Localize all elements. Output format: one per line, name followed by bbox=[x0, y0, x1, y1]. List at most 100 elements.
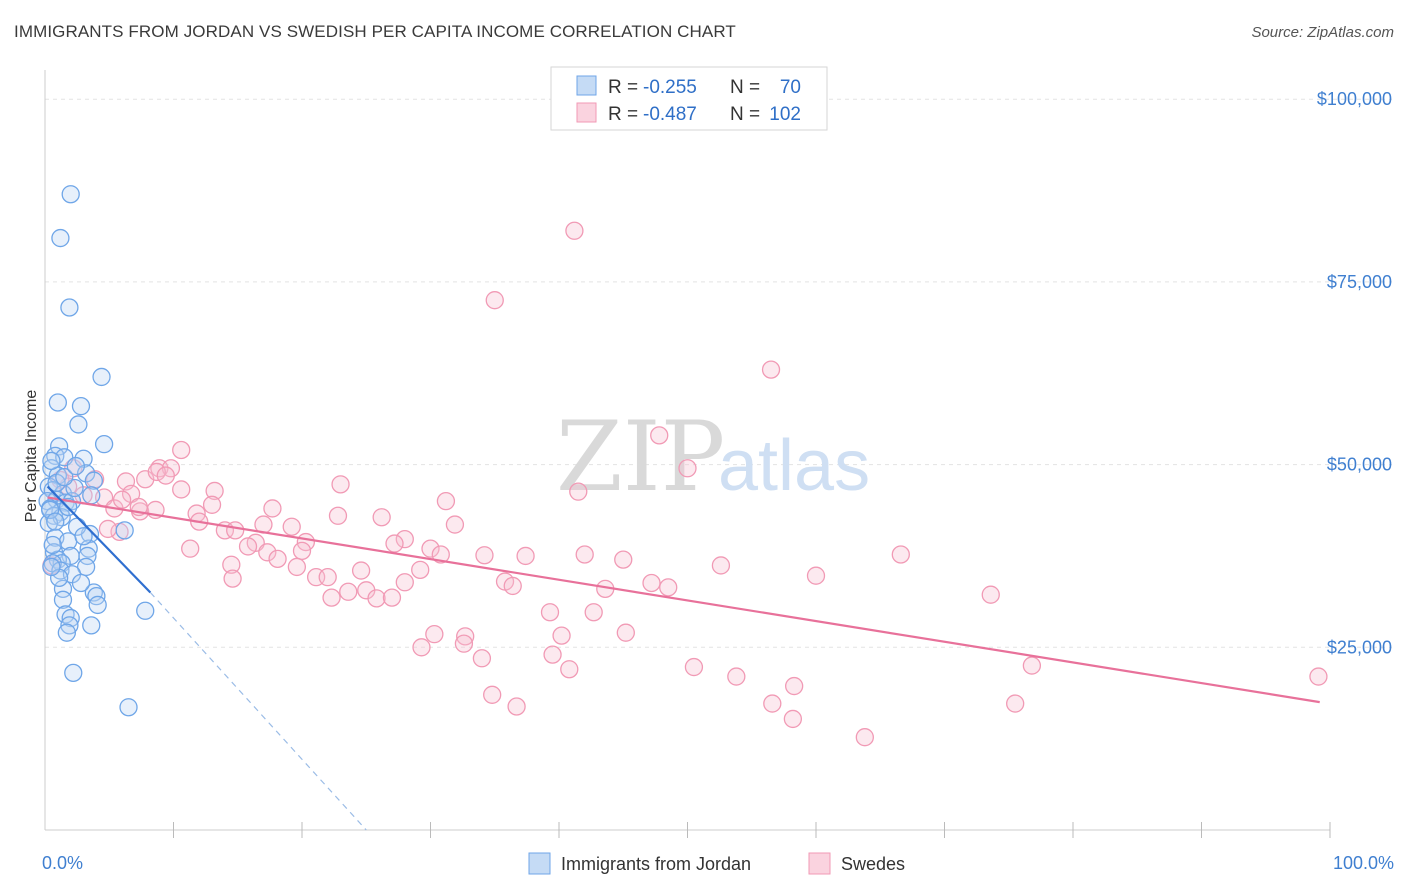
swedes-point bbox=[425, 625, 444, 644]
swedes-point bbox=[292, 541, 312, 560]
swedes-point bbox=[516, 546, 535, 566]
trend-extension-jordan bbox=[149, 592, 367, 831]
swedes-point bbox=[472, 649, 492, 668]
swedes-point bbox=[483, 685, 502, 704]
swedes-point bbox=[575, 545, 594, 564]
watermark-atlas: atlas bbox=[718, 426, 870, 506]
jordan-point bbox=[42, 557, 61, 577]
jordan-point bbox=[51, 228, 70, 248]
swedes-point bbox=[565, 221, 584, 240]
swedes-point bbox=[445, 515, 465, 534]
jordan-point bbox=[136, 601, 155, 620]
y-tick-label: $50,000 bbox=[1327, 455, 1392, 475]
jordan-point bbox=[84, 471, 103, 490]
jordan-point bbox=[82, 486, 101, 505]
swedes-point bbox=[205, 481, 224, 501]
jordan-point bbox=[71, 397, 91, 416]
swedes-point bbox=[411, 560, 430, 579]
series-swedes bbox=[42, 221, 1328, 747]
swedes-point bbox=[202, 495, 222, 514]
swedes-point bbox=[98, 519, 118, 539]
chart-title: IMMIGRANTS FROM JORDAN VS SWEDISH PER CA… bbox=[14, 22, 736, 41]
swedes-point bbox=[552, 626, 571, 645]
gridlines bbox=[45, 98, 1392, 648]
y-axis-label: Per Capita Income bbox=[23, 390, 40, 523]
swedes-point bbox=[156, 466, 175, 485]
swedes-point bbox=[569, 482, 588, 501]
swedes-point bbox=[507, 697, 526, 716]
source-label: Source: ZipAtlas.com bbox=[1251, 24, 1394, 41]
swedes-point bbox=[385, 534, 404, 553]
swedes-point bbox=[684, 657, 704, 677]
trend-line-jordan bbox=[46, 485, 152, 594]
watermark-zip: ZIP bbox=[556, 401, 725, 513]
jordan-point bbox=[76, 557, 96, 577]
bottom-legend-label-jordan: Immigrants from Jordan bbox=[561, 854, 751, 874]
trend-lines bbox=[46, 485, 1320, 831]
jordan-point bbox=[64, 663, 83, 683]
swedes-point bbox=[503, 576, 522, 596]
swedes-point bbox=[1309, 667, 1328, 686]
jordan-point bbox=[55, 467, 74, 487]
legend-r-label-jordan: R = bbox=[608, 77, 638, 98]
jordan-point bbox=[53, 590, 73, 609]
swedes-point bbox=[226, 521, 245, 540]
swedes-point bbox=[181, 539, 200, 558]
jordan-point bbox=[46, 512, 65, 531]
jordan-point bbox=[119, 698, 138, 717]
swedes-point bbox=[540, 603, 560, 622]
swedes-point bbox=[331, 475, 350, 494]
legend-box bbox=[550, 66, 828, 131]
bottom-legend-swatch-swedes bbox=[808, 852, 831, 875]
swedes-point bbox=[382, 588, 402, 607]
swedes-point bbox=[172, 480, 191, 499]
jordan-point bbox=[60, 616, 79, 635]
y-tick-label: $25,000 bbox=[1327, 637, 1392, 657]
y-tick-label: $75,000 bbox=[1327, 272, 1392, 292]
legend-swatch-swedes bbox=[576, 102, 597, 123]
legend-n-value-jordan: 70 bbox=[780, 77, 801, 98]
bottom-legend-label-swedes: Swedes bbox=[841, 854, 905, 874]
swedes-point bbox=[543, 645, 562, 664]
swedes-point bbox=[318, 568, 337, 587]
legend-r-label-swedes: R = bbox=[608, 104, 638, 125]
swedes-point bbox=[395, 530, 414, 549]
jordan-point bbox=[82, 616, 101, 635]
axes bbox=[44, 70, 1331, 838]
jordan-point bbox=[74, 449, 93, 468]
swedes-point bbox=[367, 589, 386, 608]
swedes-point bbox=[147, 462, 166, 482]
swedes-point bbox=[421, 539, 440, 558]
swedes-point bbox=[263, 499, 282, 518]
swedes-point bbox=[172, 440, 191, 460]
jordan-point bbox=[66, 456, 85, 476]
swedes-point bbox=[282, 517, 301, 536]
swedes-point bbox=[763, 694, 782, 713]
jordan-point bbox=[43, 535, 62, 555]
swedes-point bbox=[238, 537, 258, 556]
jordan-point bbox=[49, 437, 69, 456]
correlation-legend: R = -0.255 N = 70 R = -0.487 N = 102 bbox=[550, 66, 828, 131]
swedes-point bbox=[616, 623, 635, 642]
trend-line-swedes bbox=[47, 496, 1320, 704]
swedes-point bbox=[112, 490, 132, 509]
jordan-point bbox=[61, 185, 80, 204]
jordan-point bbox=[40, 500, 60, 520]
swedes-point bbox=[855, 728, 874, 747]
x-tick-label: 0.0% bbox=[42, 853, 83, 873]
legend-r-value-jordan: -0.255 bbox=[643, 77, 697, 98]
swedes-point bbox=[642, 573, 661, 593]
swedes-point bbox=[287, 557, 307, 577]
swedes-point bbox=[650, 426, 669, 445]
jordan-point bbox=[92, 367, 111, 387]
watermark: ZIP atlas bbox=[556, 401, 870, 513]
jordan-point bbox=[94, 435, 114, 454]
jordan-point bbox=[74, 527, 93, 546]
jordan-point bbox=[71, 573, 91, 593]
swedes-point bbox=[395, 573, 414, 592]
y-tick-labels: $25,000 $50,000 $75,000 $100,000 bbox=[1317, 89, 1392, 657]
swedes-point bbox=[1022, 656, 1042, 675]
swedes-point bbox=[454, 634, 474, 653]
swedes-point bbox=[584, 603, 603, 622]
